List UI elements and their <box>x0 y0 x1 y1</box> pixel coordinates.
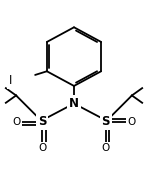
Text: N: N <box>69 97 79 110</box>
Text: O: O <box>128 117 136 127</box>
Text: O: O <box>101 143 110 153</box>
Text: S: S <box>38 115 47 128</box>
Text: O: O <box>12 117 20 127</box>
Text: S: S <box>101 115 110 128</box>
Text: I: I <box>9 74 12 87</box>
Text: O: O <box>38 143 47 153</box>
